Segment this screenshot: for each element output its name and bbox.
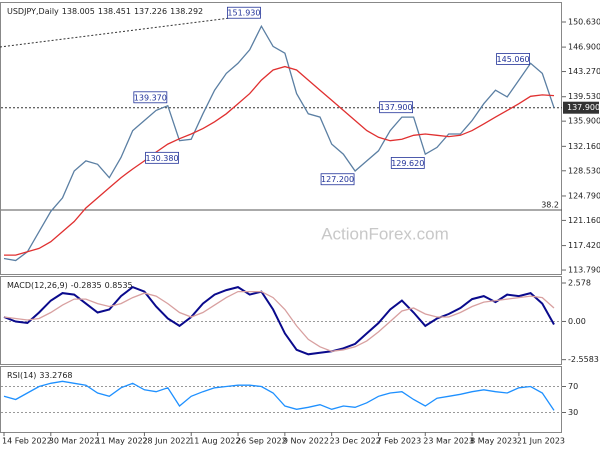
y-tick-label: 70 (568, 382, 578, 391)
fib-label: 38.2 (541, 201, 559, 210)
series-line (3, 380, 555, 411)
annotation-label: 145.060 (497, 55, 530, 64)
price-panel (0, 2, 562, 275)
annotation-box (145, 151, 179, 164)
y-tick-label: -2.5583 (568, 355, 599, 364)
last-price-label: 137.900 (567, 103, 600, 112)
y-tick-label: 143.270 (568, 67, 600, 76)
y-tick-label: 113.790 (568, 266, 600, 275)
annotation-label: 127.200 (321, 175, 354, 184)
x-tick-label: 26 Sep 2022 (236, 437, 287, 446)
panel-title: USDJPY,Daily 138.005 138.451 137.226 138.292 (7, 7, 203, 16)
y-tick-label: 150.630 (568, 17, 600, 26)
header-value: 33.2768 (39, 371, 72, 380)
trend-line (0, 13, 263, 48)
annotation-label: 151.930 (227, 9, 260, 18)
annotation-label: 130.380 (145, 154, 178, 163)
x-tick-label: 7 Feb 2023 (376, 437, 421, 446)
x-tick-label: 9 Nov 2022 (283, 437, 329, 446)
annotation-box (227, 6, 261, 19)
rsi-panel (0, 366, 562, 433)
y-tick-label: 2.578 (568, 278, 591, 287)
x-tick-label: 14 Feb 2022 (2, 437, 52, 446)
x-tick-label: 8 May 2023 (470, 437, 517, 446)
annotation-box (320, 173, 355, 186)
y-tick-label: 135.900 (568, 117, 600, 126)
y-tick-label: 0.00 (568, 317, 586, 326)
series-line (3, 24, 555, 262)
y-tick-label: 124.790 (568, 191, 600, 200)
y-tick-label: 121.160 (568, 216, 600, 225)
watermark: ActionForex.com (321, 224, 449, 243)
x-tick-label: 23 Mar 2023 (423, 437, 474, 446)
annotation-label: 139.370 (134, 93, 167, 102)
series-line (4, 65, 555, 256)
header-value: -0.2835 (71, 281, 102, 290)
macd-panel (0, 276, 562, 365)
header-value: 0.8535 (105, 281, 133, 290)
x-tick-label: 11 May 2022 (96, 437, 148, 446)
y-tick-label: 139.530 (568, 92, 600, 101)
x-tick-label: 23 Dec 2022 (330, 437, 381, 446)
y-tick-label: 132.160 (568, 142, 600, 151)
panel-title: MACD(12,26,9) -0.2835 0.8535 (7, 281, 133, 290)
header-value: MACD(12,26,9) (7, 281, 68, 290)
y-tick-label: 128.530 (568, 166, 600, 175)
header-value: 138.292 (170, 7, 203, 16)
y-tick-label: 30 (568, 408, 578, 417)
series-line (3, 285, 555, 356)
annotation-box (390, 157, 425, 169)
annotation-box (496, 53, 530, 65)
x-tick-label: 11 Aug 2022 (189, 437, 240, 446)
x-tick-label: 30 Mar 2022 (49, 437, 100, 446)
y-tick-label: 146.900 (568, 43, 600, 52)
annotation-label: 137.900 (380, 103, 413, 112)
annotation-label: 129.620 (391, 159, 424, 168)
header-value: 137.226 (134, 7, 167, 16)
x-tick-label: 28 Jun 2022 (142, 437, 190, 446)
last-price-box (563, 101, 599, 114)
header-value: 138.005 (62, 7, 95, 16)
panel-title: RSI(14) 33.2768 (7, 371, 73, 380)
y-tick-label: 117.420 (568, 241, 600, 250)
annotation-box (379, 101, 413, 114)
header-value: 138.451 (98, 7, 131, 16)
header-value: RSI(14) (7, 371, 36, 380)
x-tick-label: 21 Jun 2023 (517, 437, 565, 446)
header-value: USDJPY,Daily (7, 7, 59, 16)
annotation-box (133, 91, 168, 104)
series-line (3, 290, 555, 352)
